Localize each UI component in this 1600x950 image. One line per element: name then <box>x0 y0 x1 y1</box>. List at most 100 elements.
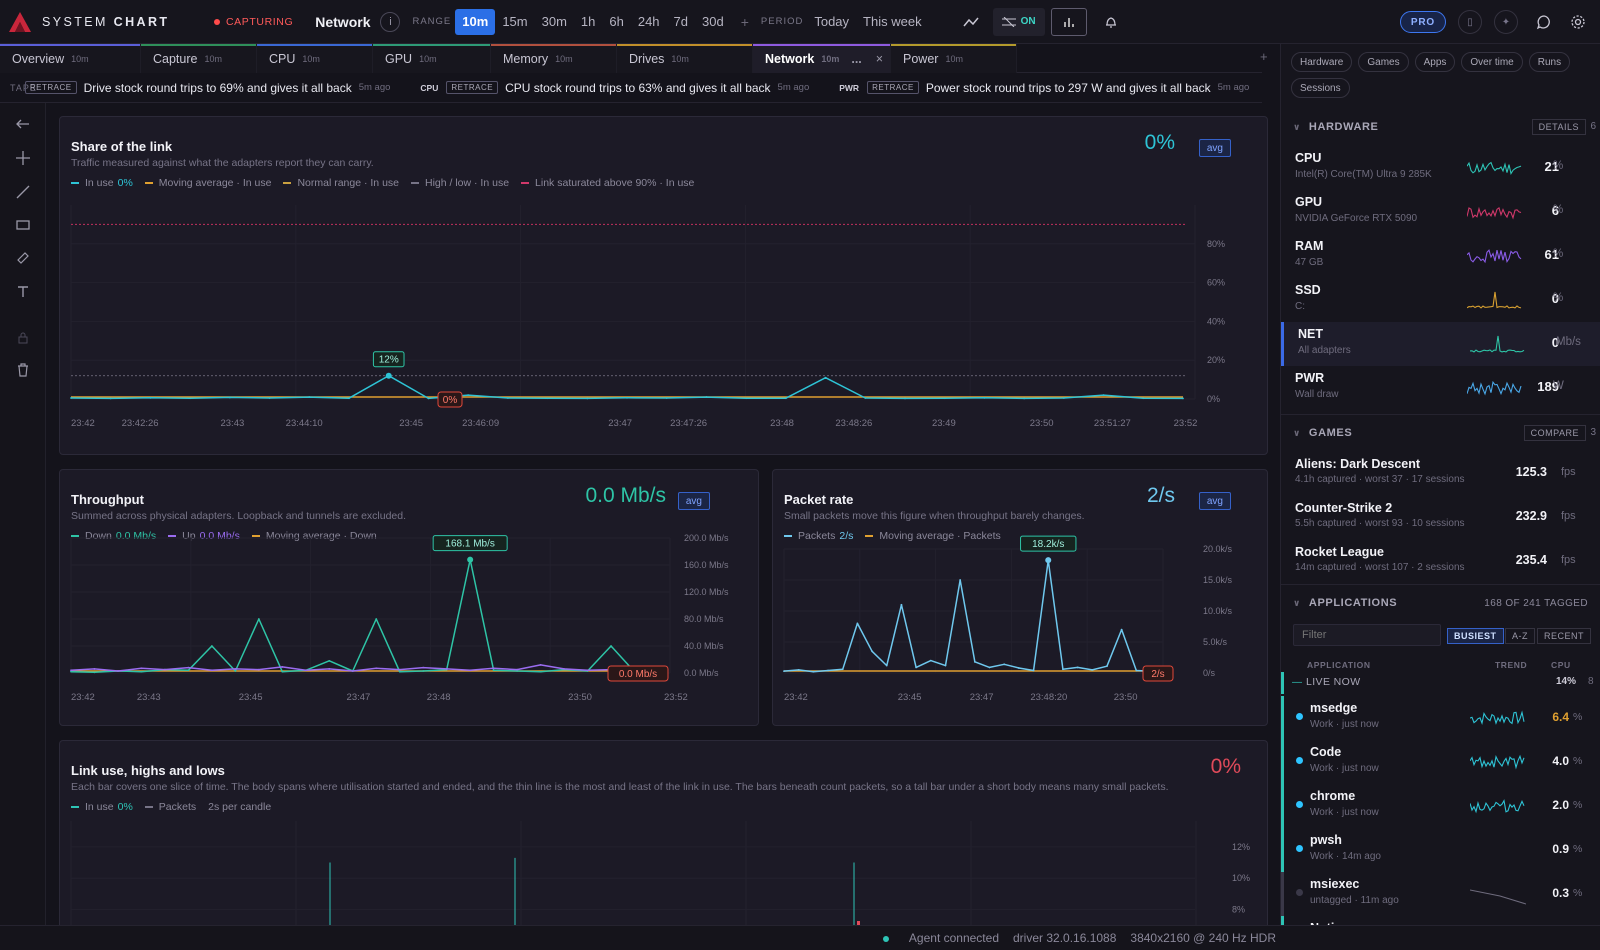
chip-sessions[interactable]: Sessions <box>1291 78 1350 98</box>
trend-line-icon[interactable] <box>953 8 989 36</box>
app-row-msiexec[interactable]: msiexec untagged · 11m ago 0.3% <box>1281 872 1600 916</box>
overlay-toggle[interactable]: ON <box>992 7 1045 36</box>
period-this-week[interactable]: This week <box>863 14 922 29</box>
hardware-row-gpu[interactable]: GPU NVIDIA GeForce RTX 5090 6% <box>1281 190 1600 234</box>
tab-power[interactable]: Power 10m <box>891 44 1017 73</box>
tab-span: 10m <box>945 53 963 64</box>
back-arrow-icon[interactable] <box>14 115 32 133</box>
trash-icon[interactable] <box>14 361 32 379</box>
app-row-msedge[interactable]: msedge Work · just now 6.4% <box>1281 696 1600 740</box>
lock-icon[interactable] <box>14 329 32 347</box>
avg-toggle[interactable]: avg <box>1198 492 1231 510</box>
legend-item-in-use[interactable]: In use 0% <box>71 177 133 189</box>
hardware-row-pwr[interactable]: PWR Wall draw 189 W <box>1281 366 1600 410</box>
sort-recent-button[interactable]: RECENT <box>1537 628 1592 644</box>
avg-toggle[interactable]: avg <box>1198 139 1231 157</box>
chip-hardware[interactable]: Hardware <box>1291 52 1353 72</box>
legend-item-in-use[interactable]: In use 0% <box>71 801 133 813</box>
legend-item-moving-average-packets[interactable]: Moving average · Packets <box>865 530 1001 542</box>
more-icon[interactable]: ... <box>851 51 862 66</box>
tape-item[interactable]: CPU RETRACE CPU stock round trips to 63% a… <box>420 81 809 95</box>
app-row-notion[interactable]: Notion0.1% <box>1281 916 1600 925</box>
chip-runs[interactable]: Runs <box>1528 52 1571 72</box>
column-application[interactable]: APPLICATION <box>1307 660 1371 670</box>
text-tool-icon[interactable] <box>14 283 32 301</box>
period-today[interactable]: Today <box>814 14 850 29</box>
legend-item-packets[interactable]: Packets 2/s <box>784 530 853 542</box>
app-row-code[interactable]: Code Work · just now 4.0% <box>1281 740 1600 784</box>
tab-gpu[interactable]: GPU 10m <box>373 44 491 73</box>
range-15m[interactable]: 15m <box>502 14 528 29</box>
tape-item[interactable]: PWR RETRACE Power stock round trips to 297… <box>839 81 1249 95</box>
game-row[interactable]: Counter-Strike 2 5.5h captured · worst 93… <box>1281 496 1600 540</box>
packet-rate-chart[interactable]: 20.0k/s 15.0k/s 10.0k/s 5.0k/s 0/s 23:42 23:45… <box>773 470 1269 727</box>
range-7d[interactable]: 7d <box>673 14 689 29</box>
applications-section-header[interactable]: ∨ APPLICATIONS <box>1293 597 1397 609</box>
capturing-indicator[interactable]: CAPTURING <box>214 16 293 28</box>
hardware-row-ssd[interactable]: SSD C: 0% <box>1281 278 1600 322</box>
range-24h[interactable]: 24h <box>637 14 660 29</box>
chat-icon[interactable] <box>1536 14 1552 30</box>
chip-apps[interactable]: Apps <box>1414 52 1456 72</box>
legend-item-packets[interactable]: Packets <box>144 801 196 813</box>
tab-network[interactable]: Network 10m... × <box>753 44 891 73</box>
rectangle-tool-icon[interactable] <box>14 216 32 234</box>
legend-item-normal-range-in-use[interactable]: Normal range · In use <box>283 177 399 189</box>
crosshair-icon[interactable] <box>14 149 32 167</box>
throughput-chart[interactable]: 200.0 Mb/s 160.0 Mb/s 120.0 Mb/s 80.0 Mb/s 4… <box>60 470 760 727</box>
column-cpu[interactable]: CPU <box>1551 660 1571 670</box>
tape-item[interactable]: RETRACE Drive stock round trips to 69% an… <box>24 81 390 95</box>
app-filter-input[interactable] <box>1293 624 1441 646</box>
tab-overview[interactable]: Overview 10m <box>0 44 141 73</box>
legend-item-link-saturated-above-90-in-use[interactable]: Link saturated above 90% · In use <box>521 177 694 189</box>
bell-icon[interactable] <box>1093 8 1129 36</box>
settings-gear-icon[interactable] <box>1570 14 1586 30</box>
line-tool-icon[interactable] <box>14 183 32 201</box>
sort-busiest-button[interactable]: BUSIEST <box>1447 628 1504 644</box>
logo[interactable]: SYSTEM CHART <box>8 11 198 33</box>
compare-button[interactable]: COMPARE <box>1523 425 1586 441</box>
column-trend[interactable]: TREND <box>1495 660 1528 670</box>
pro-badge[interactable]: PRO <box>1399 11 1446 33</box>
tab-cpu[interactable]: CPU 10m <box>257 44 373 73</box>
app-row-pwsh[interactable]: pwsh Work · 14m ago 0.9% <box>1281 828 1600 872</box>
ruler-tool-icon[interactable] <box>14 249 32 267</box>
avg-toggle[interactable]: avg <box>677 492 710 510</box>
add-range-icon[interactable]: + <box>740 13 749 30</box>
sort-az-button[interactable]: A-Z <box>1505 628 1535 644</box>
close-tab-icon[interactable]: × <box>875 51 884 66</box>
info-icon[interactable]: i <box>380 11 401 32</box>
range-30d[interactable]: 30d <box>702 14 724 29</box>
hardware-row-cpu[interactable]: CPU Intel(R) Core(TM) Ultra 9 285K 21% <box>1281 146 1600 190</box>
range-30m[interactable]: 30m <box>541 14 567 29</box>
games-section-header[interactable]: ∨ GAMES <box>1293 427 1352 439</box>
sparkle-icon[interactable]: ✦ <box>1494 10 1518 34</box>
app-row-chrome[interactable]: chrome Work · just now 2.0% <box>1281 784 1600 828</box>
bar-chart-icon[interactable] <box>1050 7 1087 36</box>
range-6h[interactable]: 6h <box>609 14 624 29</box>
legend-item-down[interactable]: Down 0.0 Mb/s <box>71 530 156 542</box>
legend-item-high-low-in-use[interactable]: High / low · In use <box>411 177 509 189</box>
live-now-group[interactable]: — LIVE NOW 14% 8 <box>1281 672 1600 694</box>
tab-capture[interactable]: Capture 10m <box>141 44 257 73</box>
hardware-row-ram[interactable]: RAM 47 GB 61% <box>1281 234 1600 278</box>
game-row[interactable]: Aliens: Dark Descent 4.1h captured · wors… <box>1281 452 1600 496</box>
chip-over-time[interactable]: Over time <box>1461 52 1523 72</box>
hardware-section-header[interactable]: ∨ HARDWARE <box>1293 121 1379 133</box>
legend-item-moving-average-in-use[interactable]: Moving average · In use <box>144 177 271 189</box>
legend-item-up[interactable]: Up 0.0 Mb/s <box>168 530 240 542</box>
legend-item-2s-per-candle[interactable]: 2s per candle <box>208 801 271 813</box>
candles-chart[interactable]: 12%10%8%6% <box>60 741 1269 941</box>
range-1h[interactable]: 1h <box>580 14 596 29</box>
add-tab-icon[interactable]: + <box>1260 49 1268 64</box>
hardware-row-net[interactable]: NET All adapters 0 Mb/s <box>1281 322 1600 366</box>
share-chart[interactable]: 80% 60% 40% 20% 0% 23:42 23:42:26 23:43 23:44:10… <box>60 117 1269 456</box>
tab-drives[interactable]: Drives 10m <box>617 44 753 73</box>
range-10m[interactable]: 10m <box>455 8 496 35</box>
tab-memory[interactable]: Memory 10m <box>491 44 617 73</box>
chip-games[interactable]: Games <box>1358 52 1409 72</box>
legend-item-moving-average-down[interactable]: Moving average · Down <box>251 530 377 542</box>
device-icon[interactable]: ▯ <box>1458 10 1482 34</box>
details-button[interactable]: DETAILS <box>1531 119 1586 135</box>
game-row[interactable]: Rocket League 14m captured · worst 107 · … <box>1281 540 1600 584</box>
